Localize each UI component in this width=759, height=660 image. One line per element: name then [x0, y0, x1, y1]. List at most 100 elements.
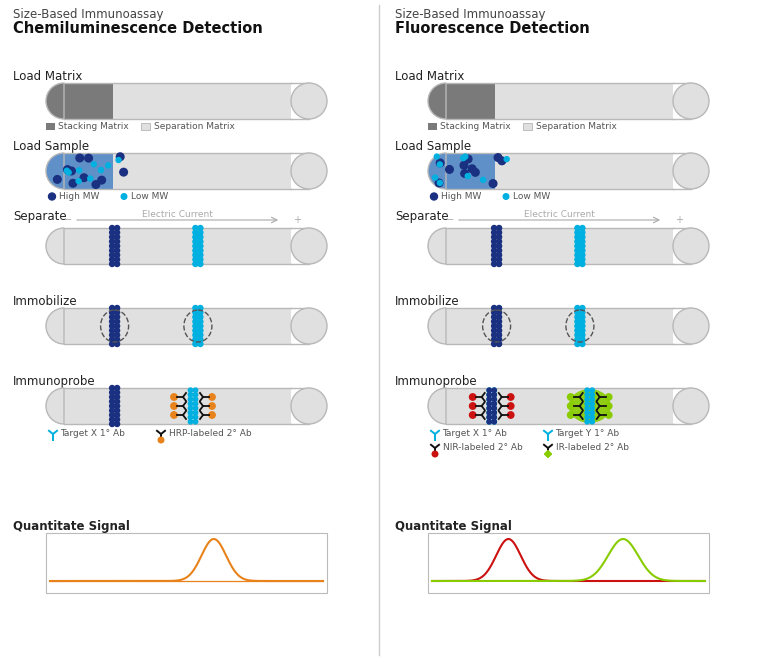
Circle shape: [673, 153, 709, 189]
Circle shape: [115, 310, 120, 315]
Circle shape: [109, 333, 115, 337]
Circle shape: [496, 310, 502, 315]
Circle shape: [575, 226, 580, 230]
Circle shape: [193, 261, 198, 267]
Circle shape: [492, 397, 496, 401]
Circle shape: [188, 406, 193, 411]
Circle shape: [115, 385, 120, 391]
Circle shape: [68, 167, 75, 175]
Circle shape: [568, 394, 574, 400]
Circle shape: [198, 341, 203, 347]
Circle shape: [115, 323, 120, 329]
Circle shape: [120, 168, 128, 176]
Circle shape: [580, 337, 585, 342]
Circle shape: [171, 412, 177, 418]
Circle shape: [193, 248, 198, 253]
Circle shape: [116, 158, 121, 162]
Circle shape: [492, 315, 496, 319]
Circle shape: [64, 166, 71, 174]
Circle shape: [188, 397, 193, 401]
Circle shape: [585, 401, 590, 406]
Circle shape: [503, 193, 509, 199]
Circle shape: [198, 323, 203, 329]
Text: Stacking Matrix: Stacking Matrix: [440, 122, 511, 131]
Circle shape: [492, 306, 496, 310]
Circle shape: [291, 388, 327, 424]
Circle shape: [115, 408, 120, 413]
Circle shape: [606, 394, 612, 400]
Circle shape: [109, 248, 115, 253]
Text: High MW: High MW: [441, 192, 481, 201]
Circle shape: [496, 306, 502, 310]
Circle shape: [575, 333, 580, 337]
Circle shape: [575, 310, 580, 315]
Circle shape: [109, 403, 115, 409]
Wedge shape: [428, 153, 446, 189]
Circle shape: [115, 395, 120, 399]
Circle shape: [580, 328, 585, 333]
Circle shape: [496, 315, 502, 319]
Text: −: −: [446, 215, 454, 225]
Text: Immobilize: Immobilize: [395, 295, 460, 308]
Circle shape: [198, 226, 203, 230]
Circle shape: [487, 411, 491, 415]
Text: Load Sample: Load Sample: [395, 140, 471, 153]
Wedge shape: [46, 308, 64, 344]
Circle shape: [487, 401, 491, 406]
Wedge shape: [428, 388, 446, 424]
Circle shape: [575, 337, 580, 342]
Wedge shape: [428, 308, 446, 344]
Circle shape: [437, 180, 442, 185]
Circle shape: [109, 239, 115, 244]
Text: Low MW: Low MW: [513, 192, 550, 201]
Circle shape: [470, 412, 476, 418]
Circle shape: [115, 253, 120, 257]
Circle shape: [496, 323, 502, 329]
Circle shape: [575, 248, 580, 253]
Circle shape: [115, 399, 120, 404]
Circle shape: [194, 406, 197, 411]
Text: Electric Current: Electric Current: [524, 210, 595, 219]
Circle shape: [198, 248, 203, 253]
Circle shape: [487, 388, 491, 393]
Circle shape: [88, 176, 93, 181]
Circle shape: [460, 162, 468, 169]
Text: NIR-labeled 2° Ab: NIR-labeled 2° Ab: [443, 442, 523, 451]
Bar: [446, 388, 673, 424]
Circle shape: [590, 393, 594, 397]
Circle shape: [606, 412, 612, 418]
Circle shape: [433, 175, 438, 180]
Circle shape: [109, 412, 115, 418]
Circle shape: [291, 153, 327, 189]
Circle shape: [585, 388, 590, 393]
Bar: [46, 123, 55, 130]
Circle shape: [99, 168, 103, 172]
Circle shape: [673, 83, 709, 119]
Circle shape: [496, 261, 502, 267]
Bar: [446, 308, 673, 344]
Circle shape: [209, 412, 216, 418]
Circle shape: [194, 393, 197, 397]
Text: Fluorescence Detection: Fluorescence Detection: [395, 21, 590, 36]
Circle shape: [461, 170, 468, 178]
Circle shape: [487, 411, 491, 415]
Wedge shape: [428, 228, 446, 264]
Circle shape: [492, 319, 496, 324]
Circle shape: [492, 411, 496, 415]
Bar: [64, 153, 113, 189]
Text: Stacking Matrix: Stacking Matrix: [58, 122, 129, 131]
Text: Size-Based Immunoassay: Size-Based Immunoassay: [395, 8, 546, 21]
Circle shape: [115, 226, 120, 230]
Circle shape: [291, 228, 327, 264]
Circle shape: [470, 394, 476, 400]
Circle shape: [496, 333, 502, 337]
Circle shape: [109, 230, 115, 235]
Circle shape: [496, 234, 502, 240]
Circle shape: [496, 341, 502, 347]
Circle shape: [508, 403, 514, 409]
Wedge shape: [46, 228, 64, 264]
Circle shape: [198, 315, 203, 319]
Circle shape: [194, 415, 197, 420]
Circle shape: [109, 395, 115, 399]
Circle shape: [580, 230, 585, 235]
